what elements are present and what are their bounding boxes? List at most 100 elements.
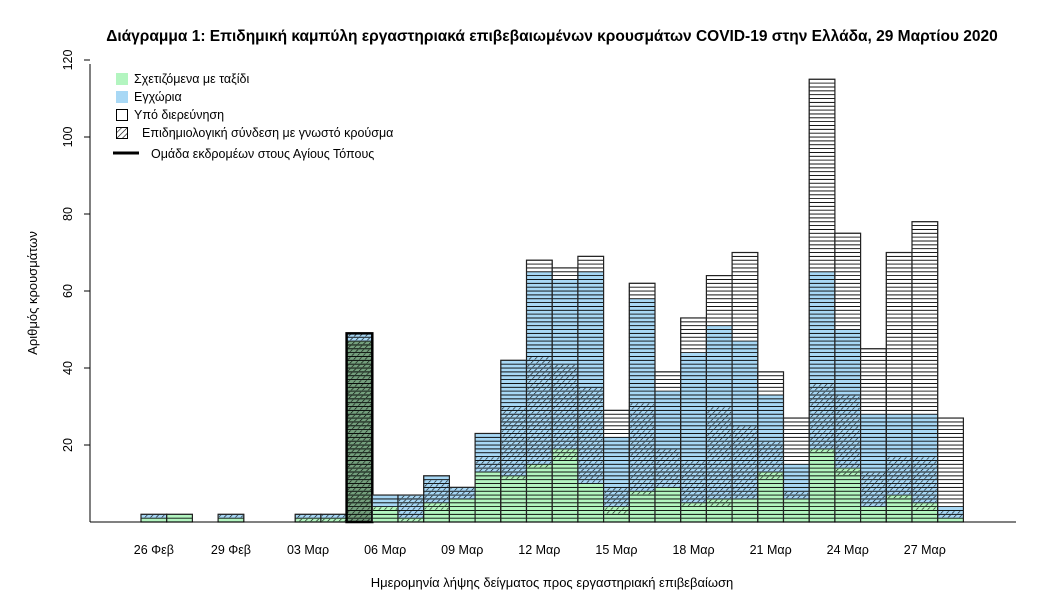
legend-label-travel: Σχετιζόμενα με ταξίδι	[134, 72, 249, 86]
case-cell-B	[628, 382, 656, 388]
case-cell-W	[937, 479, 964, 484]
hatch-overlay	[810, 438, 834, 441]
case-cell-B	[551, 317, 579, 323]
case-cell-W	[731, 255, 759, 261]
case-cell-G	[577, 483, 605, 488]
hatch-overlay	[527, 380, 552, 383]
case-cell-B	[731, 406, 759, 411]
case-cell-G	[448, 510, 476, 515]
case-cell-W	[808, 236, 836, 242]
case-cell-B	[706, 398, 733, 404]
hatch-overlay	[347, 361, 372, 364]
case-cell-B	[680, 421, 707, 427]
case-cell-W	[860, 356, 887, 361]
hatch-overlay	[861, 476, 886, 479]
hatch-overlay	[861, 480, 886, 483]
hatch-overlay	[835, 418, 860, 422]
case-cell-W	[731, 313, 759, 319]
case-cell-W	[860, 409, 887, 415]
case-cell-W	[808, 182, 836, 188]
case-cell-G	[526, 486, 553, 492]
hatch-overlay	[835, 457, 860, 460]
case-cell-W	[834, 309, 862, 315]
case-cell-W	[834, 290, 862, 296]
case-cell-G	[551, 486, 579, 492]
bar-06-Μαρ	[371, 494, 399, 523]
case-cell-W	[911, 382, 939, 388]
case-cell-B	[885, 452, 913, 457]
case-cell-W	[860, 402, 887, 407]
case-cell-W	[911, 252, 939, 257]
case-cell-W	[834, 302, 862, 307]
x-tick-label: 06 Μαρ	[364, 543, 406, 557]
case-cell-W	[885, 371, 913, 377]
hatch-overlay	[681, 472, 706, 475]
hatch-overlay	[810, 415, 834, 418]
hatch-overlay	[887, 472, 911, 475]
hatch-overlay	[347, 434, 372, 437]
case-cell-B	[577, 305, 605, 311]
hatch-overlay	[578, 453, 603, 456]
case-cell-B	[577, 382, 605, 388]
hatch-overlay	[835, 438, 860, 441]
hatch-overlay	[630, 465, 654, 468]
hatch-overlay	[347, 353, 372, 356]
case-cell-G	[808, 467, 836, 473]
case-cell-B	[551, 313, 579, 319]
hatch-overlay	[630, 445, 654, 449]
case-cell-G	[757, 490, 784, 496]
hatch-overlay	[527, 434, 552, 437]
case-cell-B	[706, 325, 733, 330]
case-cell-W	[860, 363, 887, 369]
hatch-overlay	[630, 418, 654, 422]
case-cell-B	[808, 336, 836, 342]
case-cell-W	[937, 448, 964, 454]
case-cell-W	[885, 379, 913, 384]
bar-25-Μαρ	[859, 348, 887, 523]
case-cell-B	[474, 452, 502, 457]
hatch-overlay	[578, 472, 603, 475]
case-cell-W	[808, 175, 836, 180]
case-cell-B	[731, 409, 759, 415]
case-cell-B	[731, 359, 759, 365]
hatch-overlay	[604, 511, 629, 514]
case-cell-G	[423, 513, 450, 519]
case-cell-B	[577, 282, 605, 288]
case-cell-B	[628, 313, 656, 319]
case-cell-B	[757, 429, 784, 434]
case-cell-B	[860, 421, 887, 427]
case-cell-B	[551, 286, 579, 292]
case-cell-B	[526, 309, 553, 315]
case-cell-W	[885, 382, 913, 388]
case-cell-W	[834, 313, 862, 319]
legend-swatch-travel	[116, 73, 128, 85]
case-cell-G	[757, 498, 784, 504]
hatch-overlay	[527, 357, 552, 360]
case-cell-B	[680, 417, 707, 423]
case-cell-B	[474, 444, 502, 450]
hatch-overlay	[527, 415, 552, 418]
hatch-overlay	[501, 476, 526, 479]
case-cell-B	[577, 309, 605, 315]
case-cell-W	[706, 282, 733, 288]
case-cell-B	[860, 463, 887, 469]
case-cell-W	[885, 409, 913, 415]
case-cell-W	[937, 475, 964, 481]
hatch-overlay	[219, 515, 243, 518]
case-cell-G	[834, 479, 862, 484]
case-cell-W	[834, 267, 862, 273]
hatch-overlay	[553, 449, 577, 452]
case-cell-W	[885, 317, 913, 323]
case-cell-W	[680, 325, 707, 330]
hatch-overlay	[553, 415, 577, 418]
case-cell-G	[911, 513, 939, 519]
legend-swatch-local	[116, 91, 128, 103]
case-cell-G	[834, 490, 862, 496]
case-cell-B	[834, 371, 862, 377]
case-cell-W	[808, 148, 836, 153]
case-cell-B	[808, 329, 836, 334]
hatch-overlay	[810, 411, 834, 414]
hatch-overlay	[604, 499, 629, 502]
case-cell-B	[680, 409, 707, 415]
case-cell-B	[551, 325, 579, 330]
